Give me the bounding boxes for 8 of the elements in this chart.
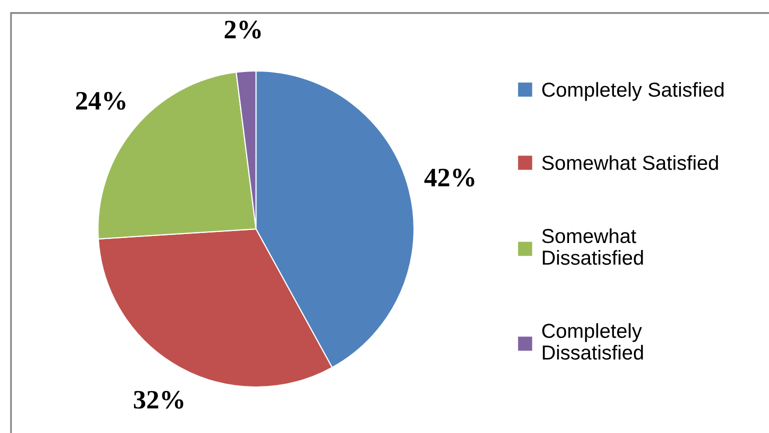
legend-label: Somewhat Satisfied bbox=[542, 155, 718, 170]
data-label: 24% bbox=[76, 92, 126, 110]
data-label: 42% bbox=[424, 168, 474, 187]
data-label: 2% bbox=[224, 20, 261, 39]
legend-label: Completely Satisfied bbox=[542, 82, 724, 101]
legend-label: Somewhat Dissatisfied bbox=[542, 228, 643, 265]
legend-label: Completely Dissatisfied bbox=[542, 323, 643, 360]
data-label: 32% bbox=[134, 390, 184, 409]
